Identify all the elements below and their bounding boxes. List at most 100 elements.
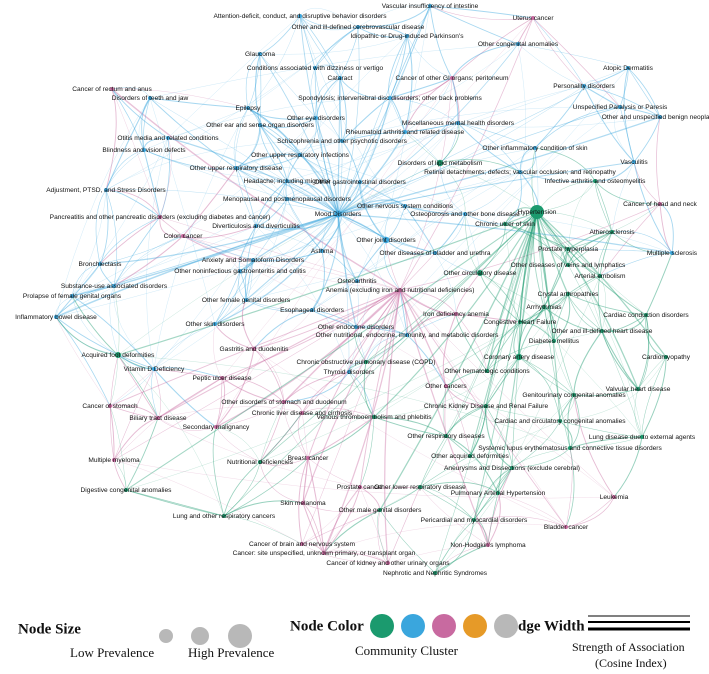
edge — [245, 299, 313, 312]
node — [403, 204, 407, 208]
node-label: Asthma — [311, 248, 334, 255]
edge — [637, 314, 650, 390]
edge — [633, 161, 661, 205]
edge — [355, 326, 408, 336]
edge — [235, 107, 249, 169]
edge — [125, 489, 225, 517]
edge — [594, 161, 635, 182]
edge — [641, 356, 667, 438]
edge — [111, 88, 169, 139]
node-label: Miscellaneous mental health disorders — [402, 120, 515, 127]
edge — [55, 131, 406, 318]
edge — [379, 420, 561, 511]
edge — [299, 106, 621, 156]
edge — [182, 225, 257, 239]
edge — [215, 426, 261, 463]
edge — [567, 293, 603, 332]
edge — [627, 67, 661, 118]
edge — [239, 270, 247, 301]
edge — [434, 544, 489, 574]
node — [658, 202, 662, 206]
node — [110, 87, 114, 91]
edge — [311, 309, 357, 328]
edge — [213, 323, 223, 379]
node — [552, 339, 556, 343]
edge — [565, 447, 575, 528]
node — [338, 76, 342, 80]
node-label: Other disorders of stomach and duodenum — [221, 399, 347, 406]
edge — [301, 486, 361, 545]
edge — [469, 405, 487, 457]
edge — [238, 270, 247, 301]
edge — [406, 35, 453, 79]
node — [124, 488, 128, 492]
edge — [215, 377, 226, 428]
edge — [404, 205, 466, 215]
edge — [389, 97, 459, 124]
edge — [497, 275, 601, 494]
edge — [348, 334, 408, 373]
node — [644, 313, 648, 317]
edge — [487, 492, 501, 546]
node — [572, 393, 576, 397]
edge — [153, 213, 339, 370]
node — [468, 454, 472, 458]
node-label: Infective arthritis and osteomyelitis — [545, 178, 646, 185]
edge — [543, 248, 569, 308]
node — [112, 284, 116, 288]
edge — [341, 131, 406, 142]
edge — [221, 289, 401, 379]
edge — [594, 180, 661, 205]
node — [600, 329, 604, 333]
node — [618, 105, 622, 109]
node-label: Personality disorders — [553, 83, 615, 90]
node-label: Unspecified Paralysis or Paresis — [573, 104, 668, 111]
edge — [385, 205, 406, 241]
edge — [355, 289, 401, 328]
node — [593, 179, 597, 183]
edge — [365, 334, 408, 363]
node — [301, 501, 305, 505]
node-label: Other nervous system conditions — [357, 203, 454, 210]
edge — [623, 67, 635, 163]
node-label: Peptic ulcer disease — [192, 375, 251, 382]
edge — [536, 211, 571, 449]
edge — [105, 140, 343, 191]
edge — [599, 203, 661, 277]
edge — [337, 213, 387, 241]
node-label: Congestive Heart Failure — [484, 319, 557, 326]
node-label: Rheumatoid arthritis and related disease — [346, 129, 465, 136]
node-label: Digestive congenital anomalies — [81, 487, 173, 494]
edge — [389, 77, 453, 100]
node-label: Prostate hyperplasia — [538, 246, 598, 253]
edge — [337, 26, 360, 215]
edge — [253, 348, 567, 528]
edge — [223, 211, 538, 517]
edge — [245, 299, 313, 312]
edge — [455, 313, 488, 372]
edge — [359, 181, 387, 241]
edge — [536, 211, 643, 438]
edge — [479, 272, 545, 308]
edge — [153, 368, 223, 379]
edge — [434, 213, 466, 254]
edge — [536, 211, 603, 332]
edge — [536, 180, 596, 213]
edge — [434, 519, 475, 574]
edge — [113, 289, 401, 461]
edge — [337, 131, 406, 215]
edge — [518, 306, 545, 358]
edge — [221, 17, 534, 379]
node-label: Otitis media and related conditions — [117, 135, 219, 142]
edge — [567, 248, 647, 316]
node — [486, 543, 490, 547]
node — [148, 96, 152, 100]
edge — [553, 340, 575, 396]
node — [320, 249, 324, 253]
node-label: Other respiratory diseases — [407, 433, 485, 440]
edge — [109, 289, 401, 407]
edge — [399, 289, 567, 528]
edge — [569, 436, 643, 449]
node — [300, 542, 304, 546]
edge — [559, 420, 573, 449]
